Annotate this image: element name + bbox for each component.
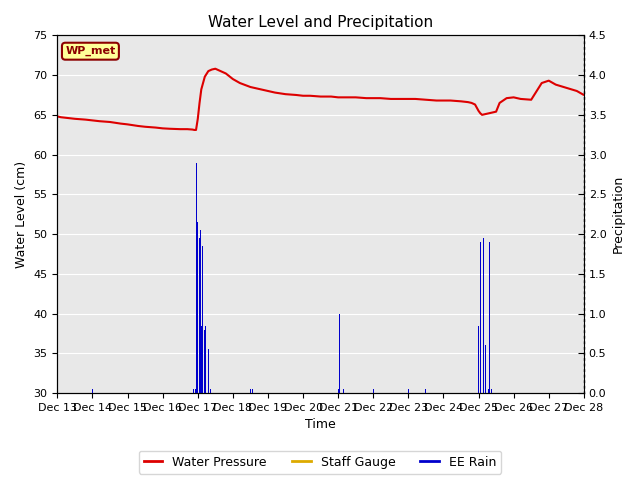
Bar (408, 389, 409, 393)
Bar (338, 389, 339, 393)
Bar (205, 325, 206, 393)
Bar (339, 313, 340, 393)
Title: Water Level and Precipitation: Water Level and Precipitation (208, 15, 433, 30)
Bar (195, 389, 196, 393)
Bar (193, 389, 194, 393)
Bar (201, 325, 202, 393)
Bar (199, 238, 200, 393)
Bar (208, 349, 209, 393)
X-axis label: Time: Time (305, 419, 336, 432)
Bar (252, 389, 253, 393)
Bar (210, 389, 211, 393)
Y-axis label: Precipitation: Precipitation (612, 175, 625, 253)
Bar (491, 389, 492, 393)
Bar (373, 389, 374, 393)
Bar (204, 329, 205, 393)
Bar (92, 389, 93, 393)
Bar (488, 389, 489, 393)
Bar (485, 346, 486, 393)
Bar (483, 238, 484, 393)
Bar (343, 389, 344, 393)
Text: WP_met: WP_met (65, 46, 116, 56)
Legend: Water Pressure, Staff Gauge, EE Rain: Water Pressure, Staff Gauge, EE Rain (139, 451, 501, 474)
Bar (480, 242, 481, 393)
Bar (482, 246, 483, 393)
Bar (478, 325, 479, 393)
Bar (202, 246, 203, 393)
Bar (197, 222, 198, 393)
Bar (196, 163, 197, 393)
Y-axis label: Water Level (cm): Water Level (cm) (15, 161, 28, 268)
Bar (250, 389, 251, 393)
Bar (200, 230, 201, 393)
